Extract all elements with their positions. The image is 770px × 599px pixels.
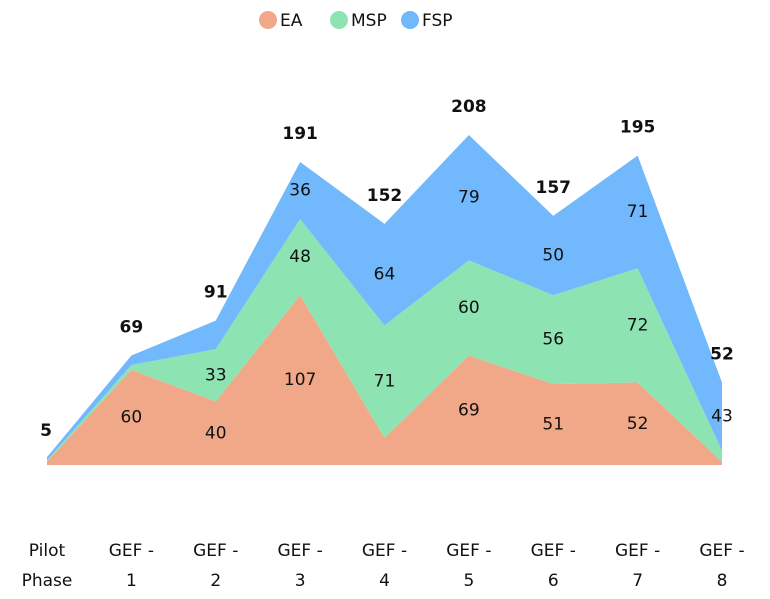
x-tick-label: GEF -4 (362, 541, 407, 591)
data-label: 50 (542, 246, 564, 266)
total-label: 195 (620, 118, 656, 138)
area (47, 295, 722, 465)
data-label: 64 (374, 265, 396, 285)
area (47, 135, 722, 461)
x-tick-label: GEF -5 (446, 541, 491, 591)
data-label: 107 (284, 370, 316, 390)
data-label: 69 (458, 400, 480, 420)
x-tick-label: GEF -1 (109, 541, 154, 591)
x-tick-label: GEF -2 (193, 541, 238, 591)
data-label: 33 (205, 365, 227, 385)
total-label: 191 (282, 124, 318, 144)
data-label: 60 (121, 407, 143, 427)
area (47, 219, 722, 462)
data-label: 40 (205, 423, 227, 443)
x-tick-label: GEF -3 (278, 541, 323, 591)
data-label: 71 (374, 372, 396, 392)
total-label: 52 (710, 345, 734, 365)
data-label: 56 (542, 330, 564, 350)
total-label: 208 (451, 97, 487, 117)
total-label: 157 (536, 178, 572, 198)
data-label: 43 (711, 407, 733, 427)
legend-swatch (259, 11, 277, 29)
data-label: 60 (458, 298, 480, 318)
data-label: 51 (542, 415, 564, 435)
total-label: 69 (120, 318, 144, 338)
legend-swatch (330, 11, 348, 29)
legend-swatch (401, 11, 419, 29)
total-label: 152 (367, 186, 403, 206)
total-label: 5 (40, 421, 52, 441)
total-label: 91 (204, 283, 228, 303)
x-tick-label: Pilot Phase (22, 541, 73, 591)
data-label: 71 (627, 202, 649, 222)
legend-label: EA (280, 11, 303, 31)
data-label: 52 (627, 414, 649, 434)
data-label: 79 (458, 188, 480, 208)
legend-label: FSP (422, 11, 453, 31)
x-tick-label: GEF -6 (531, 541, 576, 591)
data-label: 48 (289, 247, 311, 267)
x-tick-label: GEF -8 (699, 541, 744, 591)
data-label: 36 (289, 181, 311, 201)
data-label: 72 (627, 315, 649, 335)
x-tick-label: GEF -7 (615, 541, 660, 591)
legend-label: MSP (351, 11, 387, 31)
